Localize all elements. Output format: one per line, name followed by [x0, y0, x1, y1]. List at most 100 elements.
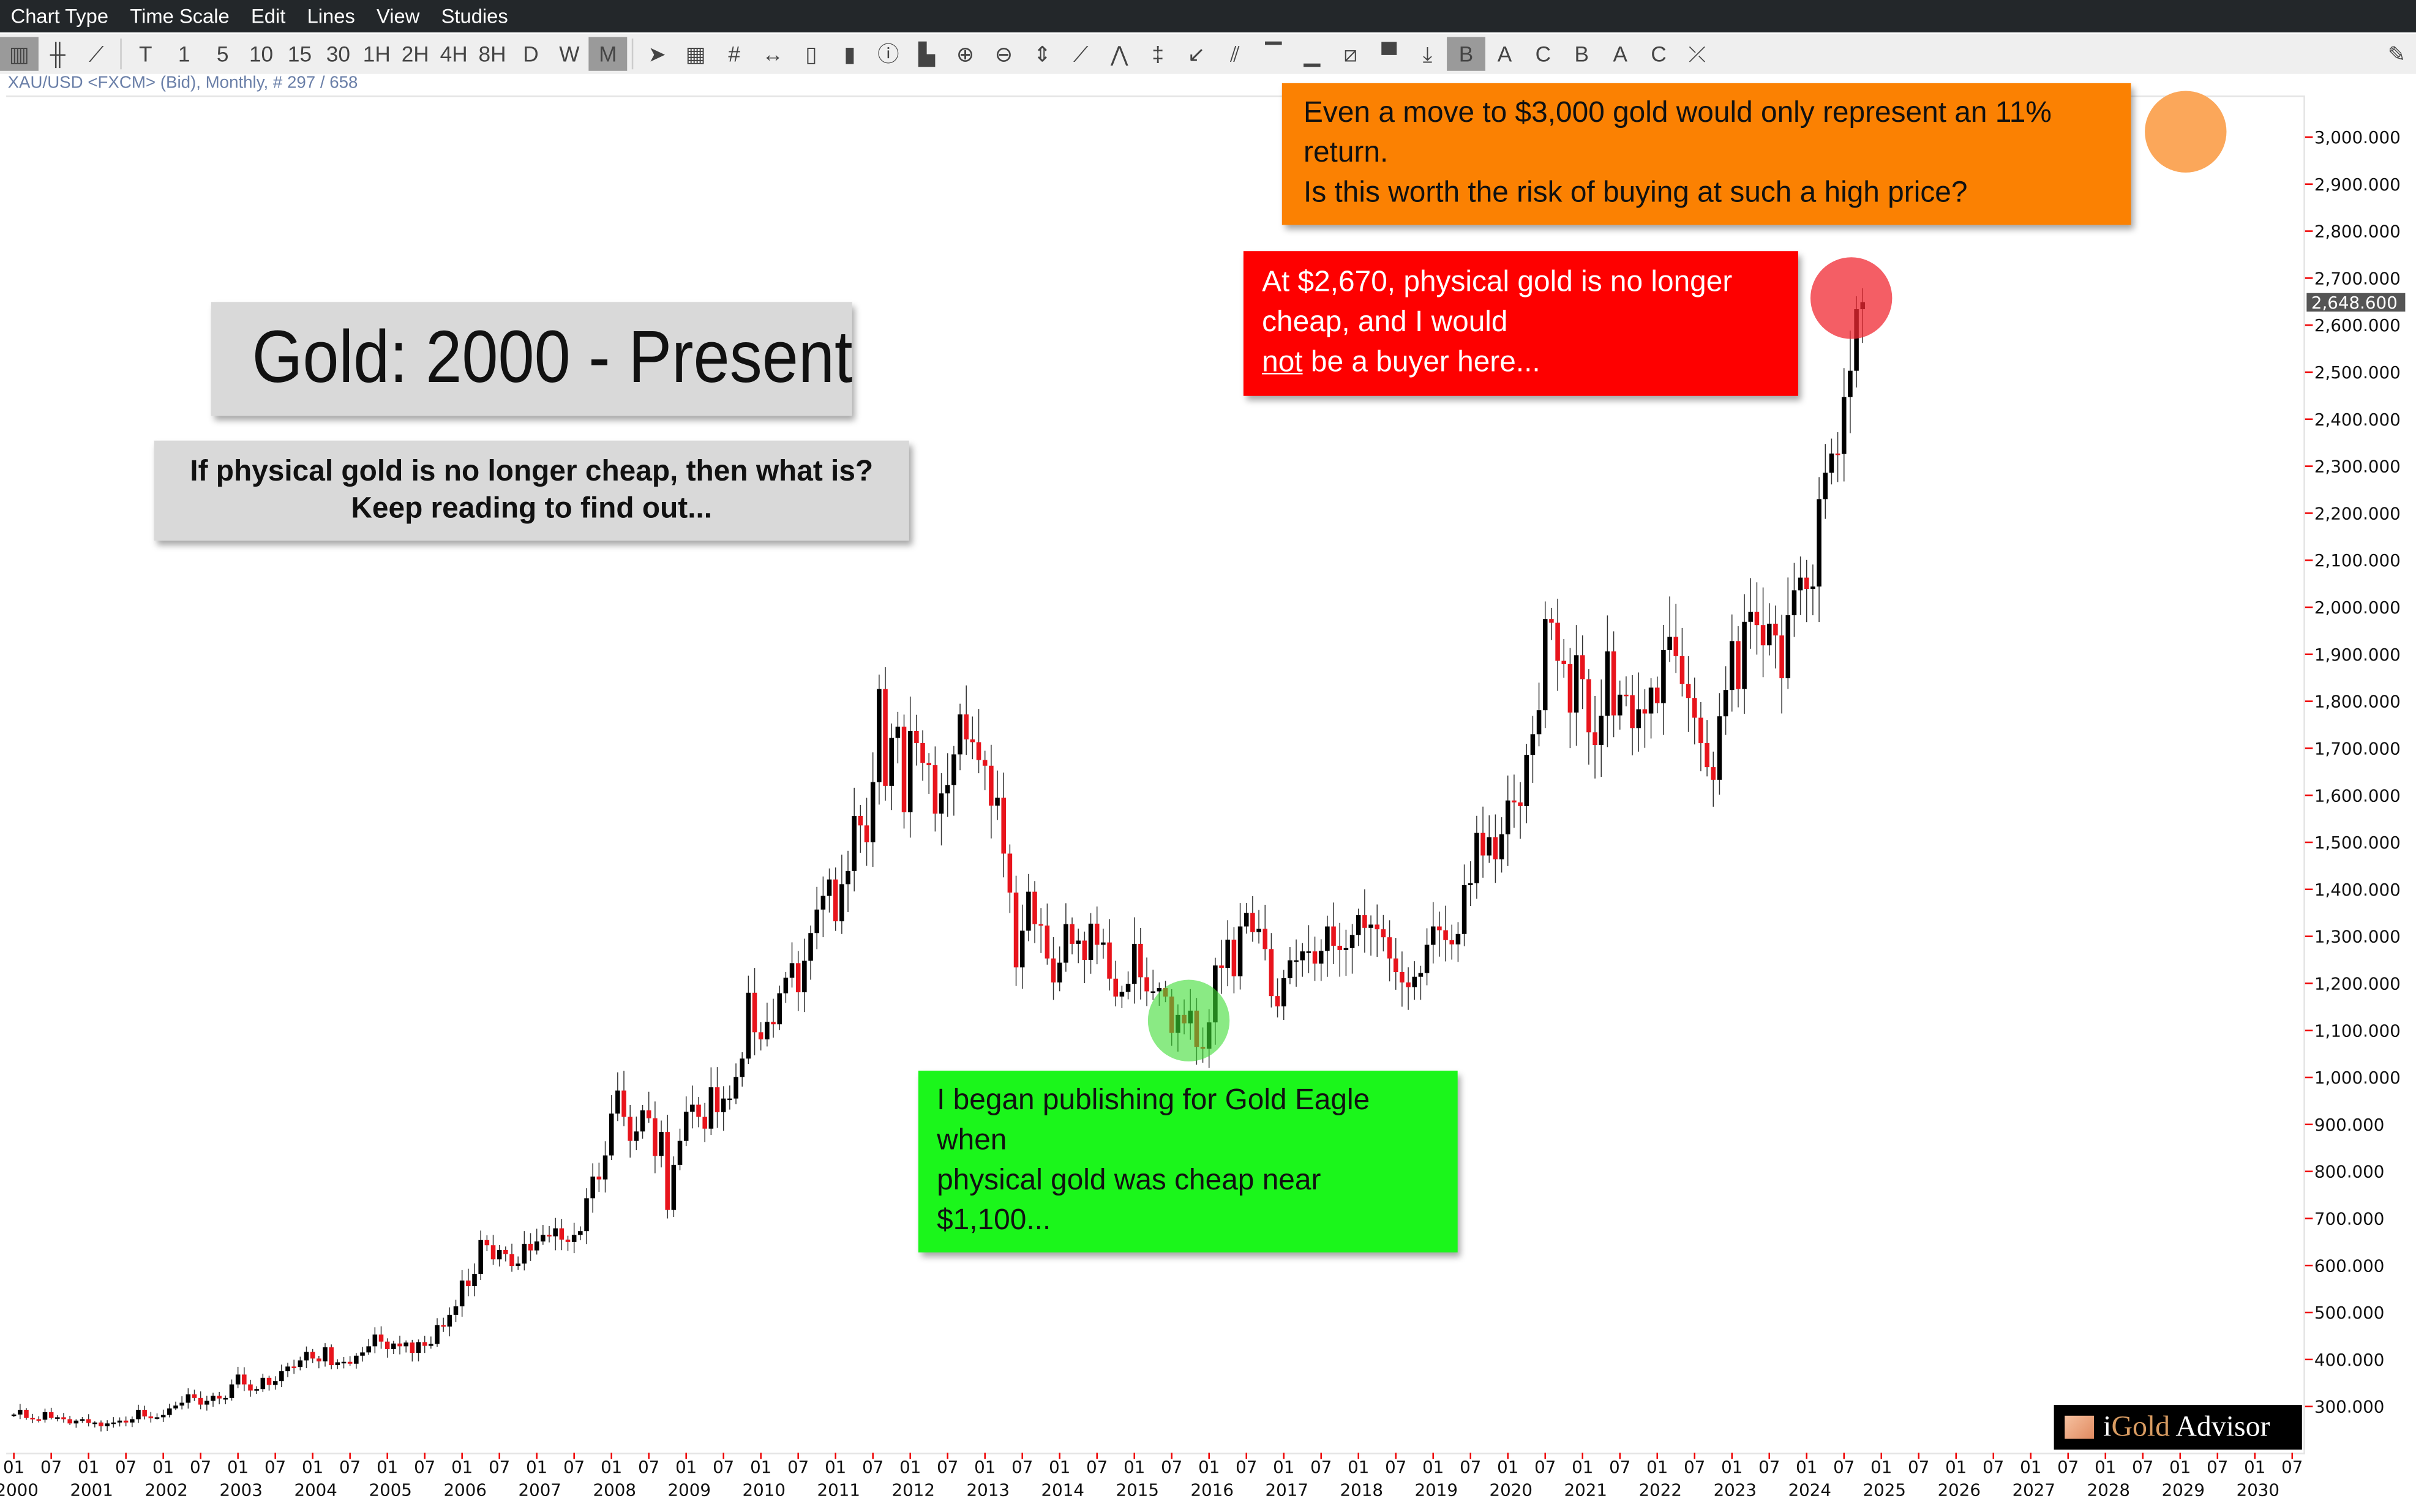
- menu-studies[interactable]: Studies: [441, 4, 508, 28]
- print-icon[interactable]: ▀: [1381, 41, 1397, 67]
- last-price-marker: [2306, 293, 2406, 312]
- menu-view[interactable]: View: [377, 4, 420, 28]
- candle-body: [111, 1422, 116, 1424]
- arrow-icon[interactable]: ↙: [1187, 41, 1206, 67]
- interval-m[interactable]: M: [588, 37, 628, 71]
- interval-4h[interactable]: 4H: [440, 41, 468, 67]
- candle-body: [18, 1410, 23, 1415]
- fit-icon[interactable]: ⇕: [1033, 41, 1052, 67]
- candle-body: [1798, 577, 1803, 591]
- candle-body: [1119, 992, 1125, 997]
- cursor-icon[interactable]: ➤: [648, 41, 667, 67]
- fib-icon[interactable]: ‡: [1152, 41, 1165, 67]
- candle-body: [982, 760, 988, 766]
- candle-body: [920, 743, 925, 763]
- logo-text: Gold: [2111, 1410, 2170, 1443]
- zoom-in-icon[interactable]: ⊕: [956, 41, 975, 67]
- x-month-label: 07: [489, 1457, 510, 1477]
- candle-body: [1493, 837, 1498, 859]
- candle-body: [808, 933, 813, 961]
- interval-2h[interactable]: 2H: [401, 41, 429, 67]
- x-month-label: 07: [115, 1457, 137, 1477]
- calendar-icon[interactable]: ▦: [685, 41, 706, 67]
- candle-body: [609, 1113, 614, 1156]
- measure-icon[interactable]: ↔: [762, 41, 784, 67]
- interval-15[interactable]: 15: [287, 41, 312, 67]
- x-month-label: 07: [1534, 1457, 1556, 1477]
- candle-body: [211, 1395, 216, 1401]
- chart-plot-area[interactable]: [6, 95, 2305, 1454]
- candle-body: [553, 1228, 558, 1237]
- zoom-out-icon[interactable]: ⊖: [994, 41, 1013, 67]
- menu-time-scale[interactable]: Time Scale: [130, 4, 230, 28]
- menu-edit[interactable]: Edit: [250, 4, 286, 28]
- candle-body: [429, 1344, 433, 1346]
- trash-icon[interactable]: ▯: [805, 41, 817, 67]
- volume-icon[interactable]: ▙: [918, 41, 936, 67]
- interval-10[interactable]: 10: [249, 41, 274, 67]
- candle-body: [659, 1132, 664, 1156]
- ruler-icon[interactable]: ⧄: [1343, 41, 1358, 67]
- candle-body: [578, 1231, 583, 1235]
- y-tick-label: 900.000: [2314, 1115, 2384, 1135]
- line-chart-icon[interactable]: ⟋: [88, 41, 104, 67]
- candle-body: [634, 1131, 639, 1141]
- interval-w[interactable]: W: [559, 41, 580, 67]
- interval-d[interactable]: D: [523, 41, 539, 67]
- candle-body: [727, 1098, 732, 1101]
- candle-body: [746, 992, 751, 1059]
- study-bplus-icon[interactable]: B: [1574, 41, 1589, 67]
- symbol-info: XAU/USD <FXCM> (Bid), Monthly, # 297 / 6…: [7, 73, 358, 92]
- interval-t[interactable]: T: [139, 41, 152, 67]
- trash-all-icon[interactable]: ▮: [844, 41, 856, 67]
- candle-body: [1070, 924, 1075, 944]
- candle-body: [223, 1398, 228, 1400]
- bar-chart-icon[interactable]: ╫: [50, 41, 66, 67]
- unlink-icon[interactable]: ⤫: [1688, 41, 1706, 67]
- current-price-note: At $2,670, physical gold is no longer ch…: [1243, 251, 1798, 396]
- candle-body: [677, 1140, 683, 1165]
- candle-body: [1711, 767, 1716, 780]
- interval-30[interactable]: 30: [326, 41, 350, 67]
- menu-lines[interactable]: Lines: [307, 4, 355, 28]
- candle-chart-icon[interactable]: ▥: [0, 37, 39, 71]
- x-month-label: 01: [1870, 1457, 1892, 1477]
- candle-body: [1001, 798, 1006, 854]
- channel-icon[interactable]: ⫽: [1230, 41, 1240, 67]
- interval-8h[interactable]: 8H: [478, 41, 506, 67]
- study-aplus-icon[interactable]: A: [1613, 41, 1627, 67]
- pin-icon[interactable]: ✎: [2387, 41, 2406, 67]
- note-text: be a buyer here...: [1302, 346, 1540, 380]
- candle-body: [391, 1343, 396, 1349]
- candle-body: [1430, 926, 1436, 945]
- candle-body: [1760, 625, 1766, 646]
- candle-body: [1574, 655, 1579, 713]
- x-month-label: 07: [1011, 1457, 1033, 1477]
- interval-5[interactable]: 5: [216, 41, 229, 67]
- candle-body: [534, 1241, 539, 1251]
- trendline-icon[interactable]: ⟋: [1073, 41, 1089, 67]
- fork-icon[interactable]: ⋀: [1110, 41, 1128, 67]
- study-a-icon[interactable]: A: [1497, 41, 1512, 67]
- y-tick-label: 1,400.000: [2314, 880, 2401, 900]
- interval-1h[interactable]: 1H: [362, 41, 391, 67]
- menu-chart-type[interactable]: Chart Type: [10, 4, 109, 28]
- download-icon[interactable]: ⤓: [1422, 41, 1433, 67]
- hline-icon[interactable]: ▔: [1265, 41, 1282, 67]
- interval-1[interactable]: 1: [178, 41, 190, 67]
- study-c-icon[interactable]: C: [1535, 41, 1551, 67]
- grid-icon[interactable]: #: [728, 41, 740, 67]
- x-year-label: 2005: [369, 1480, 411, 1500]
- info-icon[interactable]: ⓘ: [877, 41, 899, 67]
- rect-icon[interactable]: ▁: [1304, 41, 1321, 67]
- study-cplus-icon[interactable]: C: [1651, 41, 1667, 67]
- x-month-label: 01: [899, 1457, 921, 1477]
- y-tick-label: 3,000.000: [2314, 127, 2401, 148]
- study-b-icon[interactable]: B: [1447, 37, 1486, 71]
- candle-body: [789, 963, 795, 978]
- candle-body: [291, 1366, 296, 1368]
- candle-body: [1586, 679, 1591, 733]
- candle-body: [1306, 951, 1311, 953]
- candle-body: [167, 1408, 172, 1415]
- candle-body: [1791, 590, 1797, 616]
